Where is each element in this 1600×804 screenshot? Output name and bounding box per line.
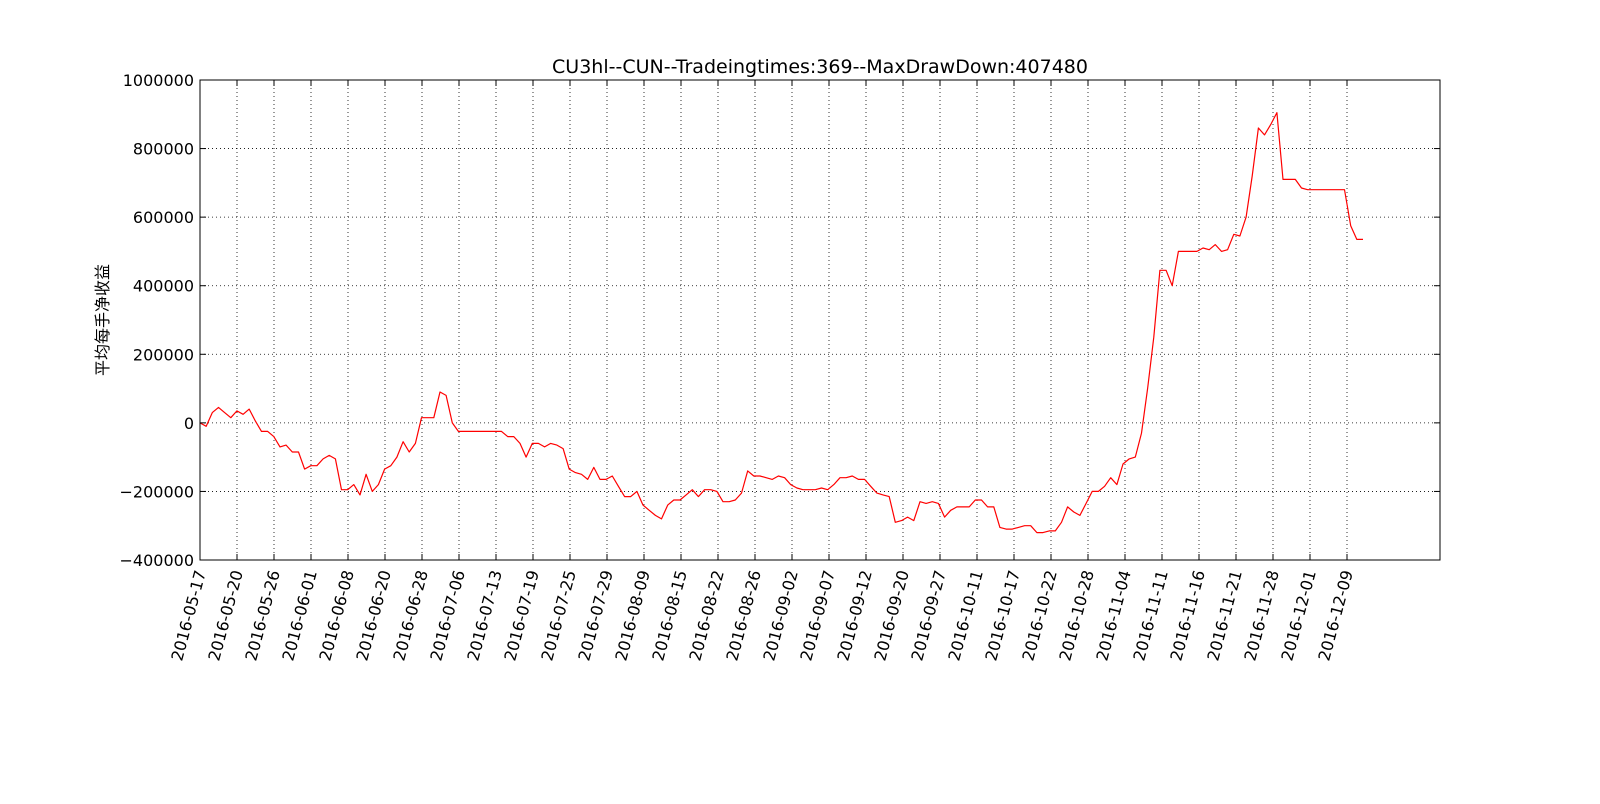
x-tick-label: 2016-05-20 bbox=[204, 568, 246, 663]
series-line bbox=[199, 112, 1363, 534]
y-tick-label: 400000 bbox=[133, 277, 194, 296]
x-tick-label: 2016-11-04 bbox=[1092, 568, 1134, 663]
x-tick-label: 2016-08-22 bbox=[685, 568, 727, 663]
y-axis-label: 平均每手净收益 bbox=[93, 264, 112, 376]
y-tick-label: 200000 bbox=[133, 345, 194, 364]
x-tick-label: 2016-05-17 bbox=[167, 568, 209, 663]
x-tick-label: 2016-08-09 bbox=[611, 568, 653, 663]
x-tick-label: 2016-08-15 bbox=[648, 568, 690, 663]
x-tick-label: 2016-09-27 bbox=[907, 568, 949, 663]
x-tick-label: 2016-07-29 bbox=[574, 568, 616, 663]
x-tick-label: 2016-09-07 bbox=[796, 568, 838, 663]
x-tick-label: 2016-06-20 bbox=[352, 568, 394, 663]
y-tick-label: 1000000 bbox=[123, 71, 194, 90]
x-tick-label: 2016-05-26 bbox=[241, 568, 283, 663]
x-tick-label: 2016-07-06 bbox=[426, 568, 468, 663]
x-tick-label: 2016-09-12 bbox=[833, 568, 875, 663]
x-tick-label: 2016-10-22 bbox=[1018, 568, 1060, 663]
x-tick-label: 2016-07-13 bbox=[463, 568, 505, 663]
x-tick-label: 2016-12-09 bbox=[1314, 568, 1356, 663]
plot-frame bbox=[199, 79, 1441, 561]
y-tick-label: −200000 bbox=[120, 482, 194, 501]
x-tick-label: 2016-06-28 bbox=[389, 568, 431, 663]
y-tick-label: 0 bbox=[184, 414, 194, 433]
x-tick-label: 2016-06-01 bbox=[278, 568, 320, 663]
x-tick-label: 2016-08-26 bbox=[722, 568, 764, 663]
x-tick-label: 2016-11-16 bbox=[1166, 568, 1208, 663]
x-tick-label: 2016-11-28 bbox=[1240, 568, 1282, 663]
x-tick-label: 2016-10-11 bbox=[944, 568, 986, 663]
line-layer bbox=[199, 112, 1363, 534]
x-tick-label: 2016-11-11 bbox=[1129, 568, 1171, 663]
x-tick-label: 2016-10-28 bbox=[1055, 568, 1097, 663]
x-tick-label: 2016-12-01 bbox=[1277, 568, 1319, 663]
y-tick-label: 800000 bbox=[133, 140, 194, 159]
x-tick-label: 2016-09-02 bbox=[759, 568, 801, 663]
x-tick-label: 2016-11-21 bbox=[1203, 568, 1245, 663]
x-tick-label: 2016-06-08 bbox=[315, 568, 357, 663]
x-tick-label: 2016-07-19 bbox=[500, 568, 542, 663]
y-tick-label: 600000 bbox=[133, 208, 194, 227]
grid-layer bbox=[199, 79, 1440, 561]
tick-layer bbox=[199, 79, 1440, 561]
x-tick-label: 2016-10-17 bbox=[981, 568, 1023, 663]
chart-title: CU3hl--CUN--Tradeingtimes:369--MaxDrawDo… bbox=[552, 56, 1088, 78]
x-tick-label: 2016-07-25 bbox=[537, 568, 579, 663]
x-tick-label: 2016-09-20 bbox=[870, 568, 912, 663]
label-layer: 1000000 800000 600000 400000 200000 0 −200000 −… bbox=[120, 71, 1357, 663]
y-tick-label: −400000 bbox=[120, 551, 194, 570]
